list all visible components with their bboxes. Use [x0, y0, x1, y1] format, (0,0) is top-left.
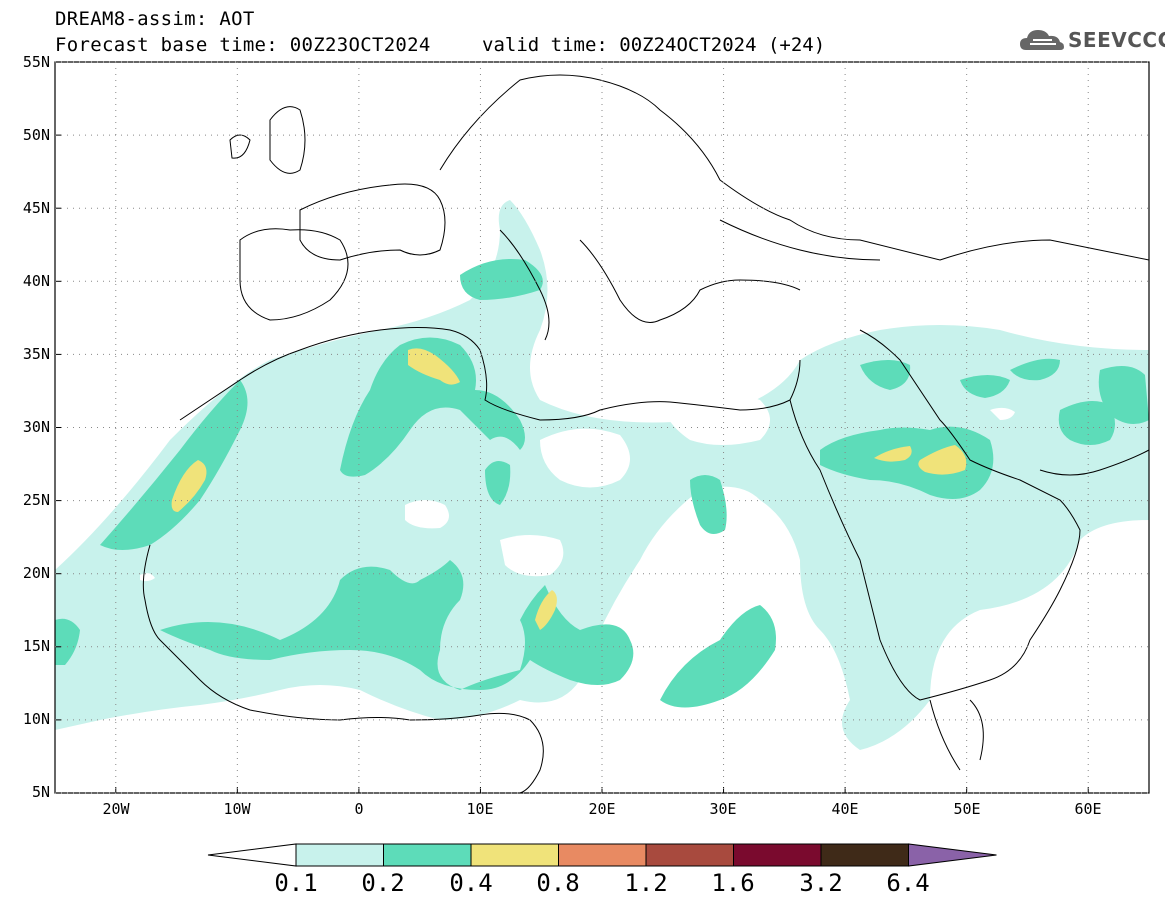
lon-label: 0 [354, 800, 364, 818]
axis-ticks [55, 61, 1149, 794]
colorbar-box [383, 843, 472, 867]
lat-label: 35N [22, 345, 50, 363]
colorbar-label: 0.2 [361, 869, 405, 897]
colorbar-label: 0.4 [449, 869, 493, 897]
aot-clear-holes [140, 388, 1015, 582]
seevccc-logo: SEEVCCC [1018, 24, 1165, 58]
lon-label: 60E [1074, 800, 1102, 818]
lat-label: 20N [22, 564, 50, 582]
lat-label: 55N [22, 53, 50, 71]
lon-label: 50E [953, 800, 981, 818]
lon-label: 20E [588, 800, 616, 818]
lat-label: 15N [22, 637, 50, 655]
aot-level-0.4 [171, 348, 967, 630]
colorbar-box [733, 843, 822, 867]
colorbar-label: 1.6 [711, 869, 755, 897]
title-line-2: Forecast base time: 00Z23OCT2024 [55, 34, 431, 56]
colorbar-label: 1.2 [624, 869, 668, 897]
colorbar-label: 3.2 [799, 869, 843, 897]
lon-label: 40E [831, 800, 859, 818]
colorbar-box [558, 843, 647, 867]
title-line-1: DREAM8-assim: AOT [55, 8, 255, 30]
lon-label: 10W [223, 800, 251, 818]
aot-field [55, 200, 1149, 750]
colorbar-box [470, 843, 559, 867]
lat-label: 45N [22, 199, 50, 217]
lon-label: 10E [466, 800, 494, 818]
lat-label: 10N [22, 710, 50, 728]
cloud-icon [1020, 30, 1064, 50]
colorbar-arrow-high [908, 843, 997, 867]
coastlines [142, 74, 1149, 793]
aot-level-0.2 [55, 259, 1149, 708]
valid-time: valid time: 00Z24OCT2024 (+24) [482, 34, 826, 56]
colorbar-box [645, 843, 734, 867]
lon-label: 20W [102, 800, 130, 818]
colorbar-box [295, 843, 384, 867]
colorbar-label: 0.8 [536, 869, 580, 897]
colorbar-label: 0.1 [274, 869, 318, 897]
lon-label: 30E [709, 800, 737, 818]
lat-label: 5N [31, 783, 50, 801]
lat-label: 50N [22, 126, 50, 144]
colorbar-arrow-low [207, 843, 297, 867]
lat-label: 30N [22, 418, 50, 436]
colorbar-label: 6.4 [886, 869, 930, 897]
lat-label: 25N [22, 491, 50, 509]
colorbar-box [820, 843, 909, 867]
logo-text: SEEVCCC [1068, 28, 1165, 52]
lat-label: 40N [22, 272, 50, 290]
